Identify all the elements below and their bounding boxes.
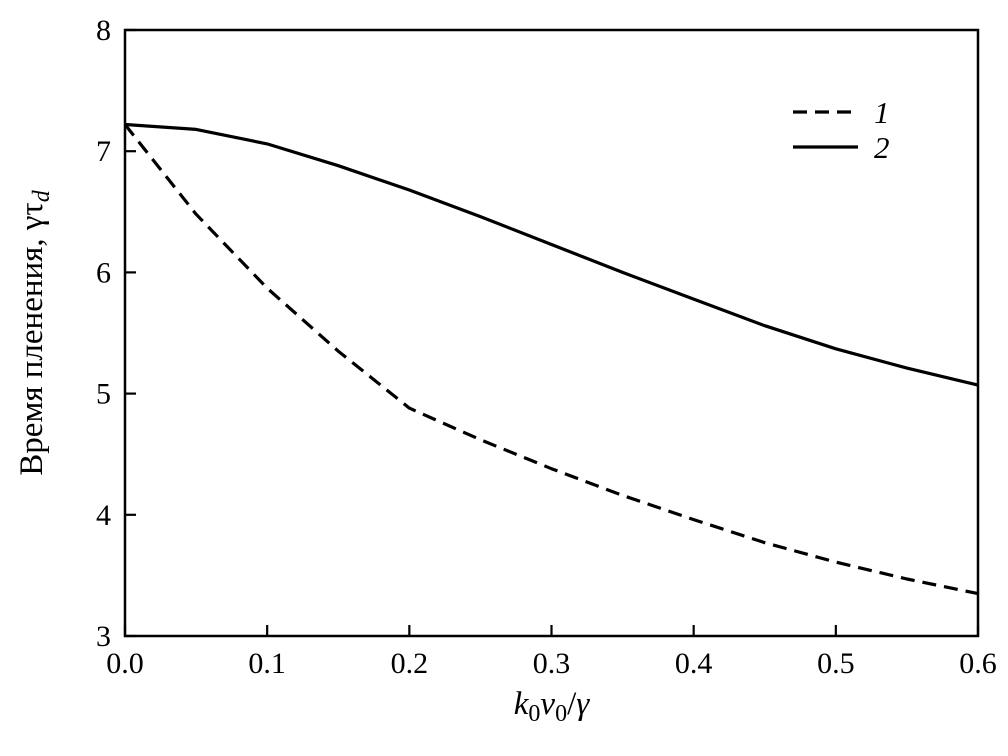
series-line-2: [124, 122, 979, 387]
x-tick-label: 0.2: [391, 647, 429, 680]
x-tick-label: 0.3: [533, 647, 571, 680]
x-tick-label: 0.4: [675, 647, 713, 680]
x-axis: 0.0 0.1 0.2 0.3 0.4 0.5 0.6: [106, 625, 997, 680]
y-axis-title: Время пленения, γτd: [14, 189, 55, 475]
y-tick-label: 6: [96, 256, 111, 289]
legend-label: 1: [874, 95, 890, 130]
y-tick-label: 4: [96, 499, 111, 532]
x-axis-title: k0v0/γ: [514, 686, 590, 727]
y-axis: 3 4 5 6 7 8: [96, 14, 136, 653]
legend: 12: [793, 95, 890, 165]
x-tick-label: 0.0: [106, 647, 144, 680]
plot-frame: [123, 28, 980, 638]
legend-label: 2: [874, 130, 890, 165]
x-tick-label: 0.6: [959, 647, 997, 680]
y-tick-label: 7: [96, 135, 111, 168]
x-tick-label: 0.1: [248, 647, 286, 680]
x-tick-label: 0.5: [817, 647, 855, 680]
series-line-1: [123, 123, 979, 596]
y-tick-label: 5: [96, 378, 111, 411]
y-tick-label: 8: [96, 14, 111, 47]
y-tick-label: 3: [96, 620, 111, 653]
